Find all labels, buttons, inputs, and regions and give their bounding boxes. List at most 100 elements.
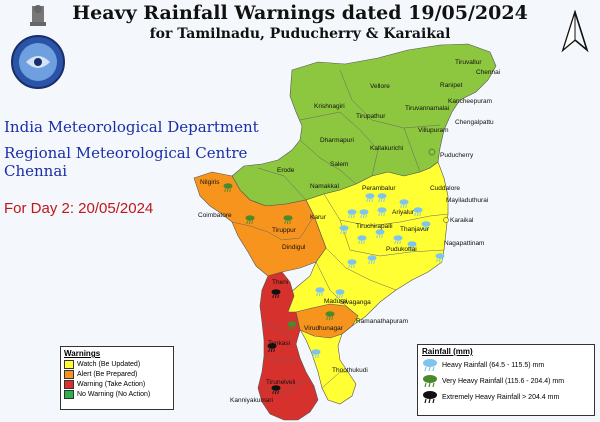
district-label: Pudukottai [386, 246, 417, 253]
legend-label: No Warning (No Action) [77, 391, 151, 398]
imd-seal-icon [11, 35, 65, 89]
light-blue-rain-cloud-icon [423, 359, 437, 372]
page-subtitle: for Tamilnadu, Puducherry & Karaikal [149, 26, 451, 42]
green-rain-cloud-icon [287, 321, 297, 331]
rainfall-legend-label: Very Heavy Rainfall (115.6 - 204.4) mm [442, 377, 565, 385]
district-label: Kanniyakumari [230, 397, 273, 404]
rainfall-legend-label: Extremely Heavy Rainfall > 204.4 mm [442, 393, 560, 401]
district-label: Karur [310, 214, 327, 221]
legend-swatch [64, 380, 74, 389]
imd-logo [11, 5, 65, 89]
legend-label: Watch (Be Updated) [77, 361, 141, 368]
district-label: Chengalpattu [455, 119, 494, 126]
district-label: Madurai [324, 298, 347, 305]
district-label: Mayiladuthurai [446, 197, 488, 204]
rainfall-legend-item: Very Heavy Rainfall (115.6 - 204.4) mm [422, 374, 590, 388]
district-label: Sivaganga [340, 299, 371, 306]
black-rain-cloud-icon [267, 343, 277, 353]
district-label: Ranipet [440, 82, 463, 89]
light-blue-rain-cloud-icon [347, 259, 357, 269]
legend-item: No Warning (No Action) [64, 390, 170, 399]
light-blue-rain-cloud-icon [375, 229, 385, 239]
district-label: Nagapattinam [444, 240, 484, 247]
warnings-legend: Warnings Watch (Be Updated) Alert (Be Pr… [60, 346, 174, 410]
region-alert-south [295, 303, 359, 339]
rain-icon-layer [223, 183, 445, 395]
rainfall-legend-label: Heavy Rainfall (64.5 - 115.5) mm [442, 361, 545, 369]
district-label: Krishnagiri [314, 103, 345, 110]
legend-item: Warning (Take Action) [64, 380, 170, 389]
district-label: Namakkal [310, 183, 339, 190]
org-city: Chennai [4, 162, 68, 180]
green-rain-cloud-icon [283, 215, 293, 225]
light-blue-rain-cloud-icon [365, 193, 375, 203]
district-label: Karaikal [450, 217, 474, 224]
light-blue-rain-cloud-icon [347, 209, 357, 219]
emblem-icon [30, 5, 46, 26]
black-rain-cloud-icon [271, 385, 281, 395]
district-label: Erode [277, 167, 295, 174]
place-label-layer: Tiruvallur Chennai Vellore Ranipet Kancheepu… [198, 59, 500, 404]
district-label: Tiruchirapalli [356, 223, 393, 230]
karaikal-marker [443, 217, 449, 223]
light-blue-rain-cloud-icon [393, 235, 403, 245]
district-label: Cuddalore [430, 185, 460, 192]
light-blue-rain-cloud-icon [399, 199, 409, 209]
district-label: Theni [272, 279, 288, 286]
district-label: Tirunelveli [266, 379, 295, 386]
district-label: Perambalur [362, 185, 396, 192]
region-warning [257, 271, 319, 421]
light-blue-rain-cloud-icon [377, 207, 387, 217]
district-label: Puducherry [440, 152, 474, 159]
district-label: Dharmapuri [320, 137, 354, 144]
green-rain-cloud-icon [423, 375, 437, 388]
district-label: Tiruppur [272, 227, 297, 234]
legend-swatch [64, 370, 74, 379]
green-rain-cloud-icon [325, 311, 335, 321]
rainfall-legend-title: Rainfall (mm) [422, 347, 473, 356]
light-blue-rain-cloud-icon [357, 235, 367, 245]
district-label: Salem [330, 161, 348, 168]
legend-swatch [64, 390, 74, 399]
black-rain-cloud-icon [423, 391, 437, 404]
district-label: Chennai [476, 69, 500, 76]
day-label: For Day 2: 20/05/2024 [4, 200, 154, 217]
light-blue-rain-cloud-icon [359, 209, 369, 219]
district-label: Villupuram [418, 127, 449, 134]
rainfall-legend-item: Heavy Rainfall (64.5 - 115.5) mm [422, 358, 590, 372]
light-blue-rain-cloud-icon [311, 349, 321, 359]
light-blue-rain-cloud-icon [315, 287, 325, 297]
district-label: Coimbatore [198, 212, 232, 219]
district-label: Thoothukudi [332, 367, 368, 374]
district-label: Kallakurichi [370, 145, 403, 152]
district-label: Tenkasi [268, 340, 290, 347]
puducherry-marker [428, 148, 436, 156]
warnings-legend-title: Warnings [64, 349, 101, 358]
district-label: Nilgiris [200, 179, 220, 186]
org-name: India Meteorological Department [4, 118, 259, 136]
district-label: Dindigul [282, 244, 306, 251]
district-borders [231, 69, 449, 395]
legend-label: Warning (Take Action) [77, 381, 146, 388]
black-rain-cloud-icon [271, 289, 281, 299]
light-blue-rain-cloud-icon [335, 289, 345, 299]
page-title: Heavy Rainfall Warnings dated 19/05/2024 [72, 2, 528, 24]
district-label: Tiruvannamalai [405, 105, 449, 112]
district-label: Kancheepuram [448, 98, 492, 105]
district-label: Ramanathapuram [356, 318, 408, 325]
district-label: Vellore [370, 83, 390, 90]
legend-item: Watch (Be Updated) [64, 360, 170, 369]
light-blue-rain-cloud-icon [339, 225, 349, 235]
legend-swatch [64, 360, 74, 369]
rainfall-legend-item: Extremely Heavy Rainfall > 204.4 mm [422, 390, 590, 404]
rainfall-legend: Rainfall (mm) Heavy Rainfall (64.5 - 115… [417, 344, 595, 416]
light-blue-rain-cloud-icon [377, 193, 387, 203]
north-arrow-icon [561, 10, 589, 53]
district-label: Tiruvallur [455, 59, 482, 66]
district-label: Thanjavur [400, 226, 430, 233]
green-rain-cloud-icon [245, 215, 255, 225]
legend-label: Alert (Be Prepared) [77, 371, 138, 378]
green-rain-cloud-icon [223, 183, 233, 193]
light-blue-rain-cloud-icon [413, 207, 423, 217]
legend-item: Alert (Be Prepared) [64, 370, 170, 379]
